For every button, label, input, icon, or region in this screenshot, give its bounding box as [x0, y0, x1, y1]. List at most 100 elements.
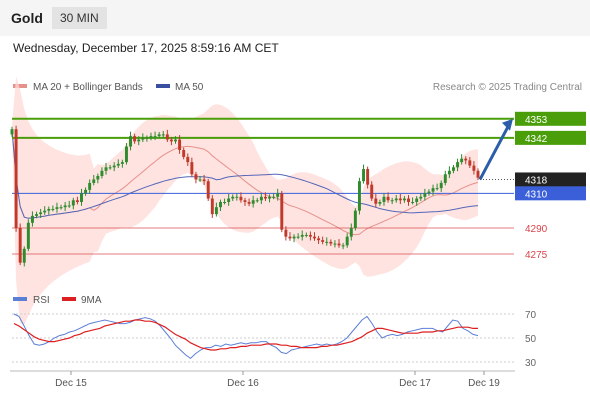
rsi-legend: RSI 9MA: [13, 295, 102, 306]
candle-body: [402, 198, 406, 201]
candle-body: [411, 202, 415, 203]
candle-body: [423, 193, 427, 197]
candle-body: [194, 174, 198, 180]
candle-body: [84, 189, 88, 194]
price-legend: MA 20 + Bollinger Bands MA 50 Research ©…: [13, 82, 582, 93]
candle-body: [272, 196, 276, 198]
candle-body: [30, 215, 34, 223]
candle-body: [10, 129, 14, 135]
rsi-tick-label-30: 30: [525, 358, 537, 369]
price-plot: 4353 4342 4318 4310 4290 4275: [10, 76, 586, 326]
candle-body: [149, 136, 153, 138]
interval-button[interactable]: 30 MIN: [52, 7, 107, 29]
candle-body: [18, 228, 22, 263]
candle-body: [178, 139, 182, 150]
candle-body: [190, 162, 194, 175]
candle-body: [366, 169, 370, 185]
level-label-4342: 4342: [525, 134, 548, 145]
candle-body: [22, 248, 26, 263]
candle-body: [165, 134, 169, 140]
candle-body: [104, 167, 108, 171]
ma50-line: [11, 129, 479, 219]
ma20-legend-label: MA 20 + Bollinger Bands: [33, 82, 143, 93]
candle-body: [349, 228, 353, 237]
candle-body: [63, 205, 67, 208]
candle-body: [407, 198, 410, 202]
level-box-4353: [515, 111, 586, 126]
candle-body: [129, 136, 133, 147]
candle-body: [353, 210, 357, 228]
ma50-legend-label: MA 50: [175, 82, 204, 93]
candle-body: [382, 196, 386, 202]
level-box-4342: [515, 130, 586, 145]
copyright-label: Research © 2025 Trading Central: [433, 82, 582, 93]
candle-body: [67, 205, 71, 207]
candle-body: [321, 240, 325, 242]
candle-body: [43, 210, 47, 213]
candle-body: [169, 139, 173, 142]
candle-body: [227, 198, 231, 202]
level-label-4275: 4275: [525, 250, 548, 261]
candle-body: [313, 236, 316, 239]
candle-body: [476, 170, 480, 178]
candle-body: [386, 196, 390, 201]
x-tick-label: Dec 16: [227, 378, 259, 389]
candle-body: [137, 139, 141, 142]
candle-body: [300, 234, 304, 237]
candle-body: [268, 196, 271, 199]
candle-body: [370, 184, 374, 199]
candle-body: [223, 202, 227, 203]
candle-body: [243, 200, 247, 202]
candle-body: [251, 200, 255, 204]
candle-body: [276, 193, 280, 197]
candle-body: [59, 207, 63, 209]
candle-body: [398, 198, 402, 201]
candle-body: [337, 243, 341, 246]
candle-body: [124, 146, 128, 163]
candle-body: [96, 176, 100, 180]
candle-body: [296, 236, 300, 238]
candle-body: [329, 241, 333, 244]
candle-body: [378, 202, 382, 204]
rsi-plot: 70 50 30: [12, 310, 537, 369]
candle-body: [394, 198, 398, 201]
rsi-ma-legend-label: 9MA: [81, 295, 102, 306]
x-tick-label: Dec 15: [55, 378, 87, 389]
candle-body: [464, 158, 468, 161]
candle-body: [374, 198, 378, 204]
rsi-tick-label-70: 70: [525, 310, 537, 321]
x-tick-label: Dec 19: [468, 378, 500, 389]
candle-body: [186, 156, 190, 163]
candle-body: [174, 139, 177, 142]
candle-body: [472, 165, 476, 171]
candle-body: [390, 200, 394, 202]
forecast-arrow-head: [502, 118, 513, 131]
level-box-4318: [515, 172, 586, 187]
candle-body: [263, 196, 267, 199]
candle-body: [120, 162, 124, 164]
candle-body: [145, 137, 149, 139]
instrument-title: Gold: [11, 10, 43, 26]
candle-body: [341, 245, 345, 247]
ma20-legend-swatch: [13, 84, 27, 88]
candle-body: [239, 196, 243, 201]
candle-body: [456, 162, 460, 168]
candle-body: [100, 170, 104, 176]
candle-body: [182, 150, 186, 157]
candle-body: [280, 193, 284, 230]
candle-body: [292, 236, 296, 239]
candle-body: [415, 198, 419, 202]
candle-body: [14, 129, 18, 228]
candle-body: [88, 182, 92, 190]
candle-body: [284, 229, 288, 237]
candle-body: [345, 236, 349, 246]
candle-body: [108, 167, 112, 169]
candle-body: [26, 222, 30, 249]
candle-body: [259, 196, 263, 201]
candle-body: [116, 163, 120, 166]
candle-body: [288, 236, 292, 239]
candle-body: [308, 234, 312, 237]
candle-body: [75, 200, 79, 202]
chart-datetime: Wednesday, December 17, 2025 8:59:16 AM …: [13, 41, 279, 55]
